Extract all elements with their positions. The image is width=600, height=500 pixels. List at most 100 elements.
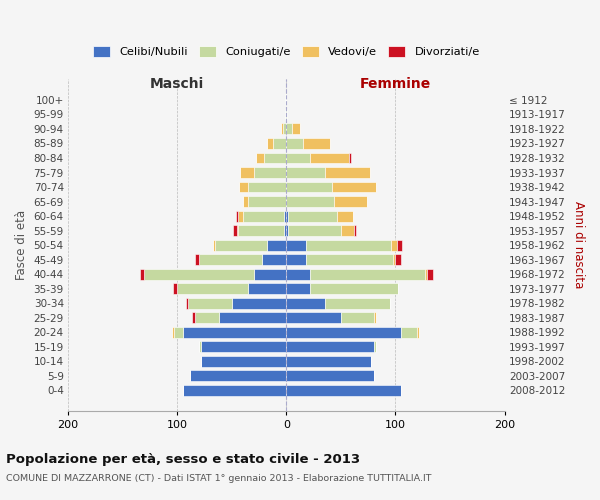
Bar: [284, 210, 286, 222]
Bar: [286, 210, 289, 222]
Bar: [266, 138, 273, 149]
Bar: [286, 152, 310, 164]
Bar: [248, 284, 286, 294]
Bar: [310, 269, 425, 280]
Bar: [201, 342, 286, 352]
Text: COMUNE DI MAZZARRONE (CT) - Dati ISTAT 1° gennaio 2013 - Elaborazione TUTTITALIA: COMUNE DI MAZZARRONE (CT) - Dati ISTAT 1…: [6, 474, 431, 483]
Bar: [232, 298, 286, 308]
Bar: [193, 312, 194, 324]
Bar: [286, 225, 289, 236]
Bar: [427, 269, 433, 280]
Bar: [262, 254, 286, 265]
Y-axis label: Fasce di età: Fasce di età: [15, 210, 28, 280]
Bar: [145, 269, 254, 280]
Bar: [182, 327, 286, 338]
Bar: [237, 225, 238, 236]
Bar: [286, 182, 332, 192]
Bar: [325, 298, 390, 308]
Bar: [418, 327, 419, 338]
Bar: [201, 356, 286, 367]
Bar: [236, 210, 238, 222]
Bar: [286, 370, 374, 382]
Legend: Celibi/Nubili, Coniugati/e, Vedovi/e, Divorziati/e: Celibi/Nubili, Coniugati/e, Vedovi/e, Di…: [88, 42, 484, 62]
Bar: [334, 196, 367, 207]
Bar: [284, 225, 286, 236]
Bar: [349, 152, 351, 164]
Bar: [289, 210, 337, 222]
Bar: [306, 240, 391, 250]
Bar: [199, 342, 201, 352]
Bar: [286, 254, 306, 265]
Bar: [140, 269, 145, 280]
Bar: [254, 167, 286, 178]
Bar: [173, 284, 177, 294]
Bar: [354, 225, 356, 236]
Text: Femmine: Femmine: [360, 77, 431, 91]
Bar: [233, 225, 237, 236]
Bar: [286, 240, 306, 250]
Bar: [286, 312, 341, 324]
Bar: [241, 167, 254, 178]
Text: Popolazione per età, sesso e stato civile - 2013: Popolazione per età, sesso e stato civil…: [6, 452, 360, 466]
Bar: [238, 210, 242, 222]
Bar: [391, 240, 397, 250]
Bar: [188, 298, 232, 308]
Bar: [266, 240, 286, 250]
Bar: [286, 327, 401, 338]
Bar: [242, 210, 284, 222]
Bar: [273, 138, 286, 149]
Bar: [213, 240, 215, 250]
Bar: [393, 254, 395, 265]
Bar: [341, 225, 354, 236]
Bar: [310, 152, 349, 164]
Bar: [194, 254, 199, 265]
Bar: [425, 269, 427, 280]
Bar: [337, 210, 353, 222]
Bar: [395, 254, 401, 265]
Bar: [286, 269, 310, 280]
Bar: [397, 240, 402, 250]
Bar: [286, 356, 371, 367]
Bar: [242, 196, 248, 207]
Bar: [286, 385, 401, 396]
Bar: [374, 342, 376, 352]
Bar: [248, 182, 286, 192]
Bar: [239, 182, 248, 192]
Text: Maschi: Maschi: [150, 77, 204, 91]
Bar: [302, 138, 330, 149]
Bar: [286, 167, 325, 178]
Bar: [174, 327, 182, 338]
Bar: [286, 109, 287, 120]
Bar: [177, 284, 248, 294]
Bar: [306, 254, 393, 265]
Bar: [286, 138, 302, 149]
Bar: [215, 240, 266, 250]
Bar: [325, 167, 370, 178]
Bar: [265, 152, 286, 164]
Bar: [286, 196, 334, 207]
Bar: [238, 225, 284, 236]
Bar: [186, 298, 188, 308]
Bar: [172, 327, 174, 338]
Bar: [199, 254, 262, 265]
Bar: [332, 182, 376, 192]
Bar: [401, 327, 418, 338]
Bar: [285, 109, 286, 120]
Bar: [310, 284, 398, 294]
Bar: [374, 312, 376, 324]
Bar: [341, 312, 374, 324]
Bar: [286, 284, 310, 294]
Bar: [190, 370, 286, 382]
Bar: [285, 94, 286, 106]
Bar: [286, 124, 292, 134]
Bar: [286, 298, 325, 308]
Bar: [182, 385, 286, 396]
Bar: [286, 342, 374, 352]
Bar: [248, 196, 286, 207]
Bar: [218, 312, 286, 324]
Y-axis label: Anni di nascita: Anni di nascita: [572, 202, 585, 289]
Bar: [281, 124, 283, 134]
Bar: [256, 152, 265, 164]
Bar: [194, 312, 218, 324]
Bar: [283, 124, 286, 134]
